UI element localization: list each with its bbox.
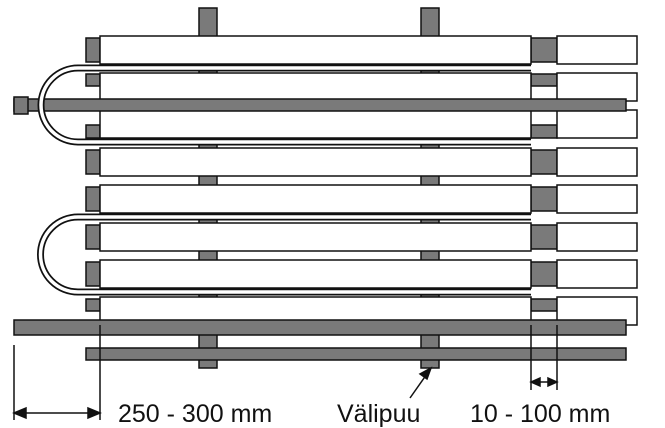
left-block: [85, 298, 101, 312]
left-block: [85, 73, 101, 87]
arrowhead: [418, 366, 433, 381]
right-block: [530, 73, 558, 87]
next-board: [556, 147, 638, 177]
bottom-rail: [85, 347, 627, 361]
right-block: [530, 186, 558, 212]
gap-label: 10 - 100 mm: [470, 400, 610, 428]
floor-boards: [99, 35, 532, 326]
left-end-blocks: [85, 37, 101, 312]
pipe-rail-bottom: [13, 319, 627, 336]
next-board: [556, 109, 638, 139]
arrowhead: [12, 406, 27, 420]
next-board: [556, 184, 638, 214]
right-block: [530, 298, 558, 312]
heating-pipe-loops: [37, 64, 531, 296]
next-board: [556, 72, 638, 102]
left-block: [85, 124, 101, 139]
right-block: [530, 124, 558, 139]
left-block: [85, 186, 101, 212]
arrowhead: [547, 376, 559, 388]
right-block: [530, 224, 558, 250]
next-board: [556, 35, 638, 65]
arrowhead: [87, 406, 102, 420]
left-block: [85, 261, 101, 287]
next-board: [556, 259, 638, 289]
right-gap-blocks: [530, 37, 558, 312]
right-block: [530, 149, 558, 175]
left-block: [85, 149, 101, 175]
board: [99, 222, 532, 252]
right-block: [530, 37, 558, 63]
board: [99, 109, 532, 139]
board: [99, 72, 532, 102]
pipe-rail-top: [13, 98, 627, 112]
arrowhead: [529, 376, 541, 388]
left-block: [85, 37, 101, 63]
dimension-lines: [12, 325, 559, 420]
right-block: [530, 261, 558, 287]
left-block: [85, 224, 101, 250]
board: [99, 259, 532, 289]
pipe-end-cap: [13, 96, 29, 115]
next-board: [556, 222, 638, 252]
board: [99, 147, 532, 177]
board: [99, 35, 532, 65]
board: [99, 184, 532, 214]
pipe-loop-upper-inner: [39, 66, 531, 144]
spacing-label: 250 - 300 mm: [118, 400, 272, 428]
next-boards: [556, 35, 638, 326]
spacer-label: Välipuu: [337, 400, 420, 428]
pipe-loop-lower-inner: [38, 215, 531, 294]
